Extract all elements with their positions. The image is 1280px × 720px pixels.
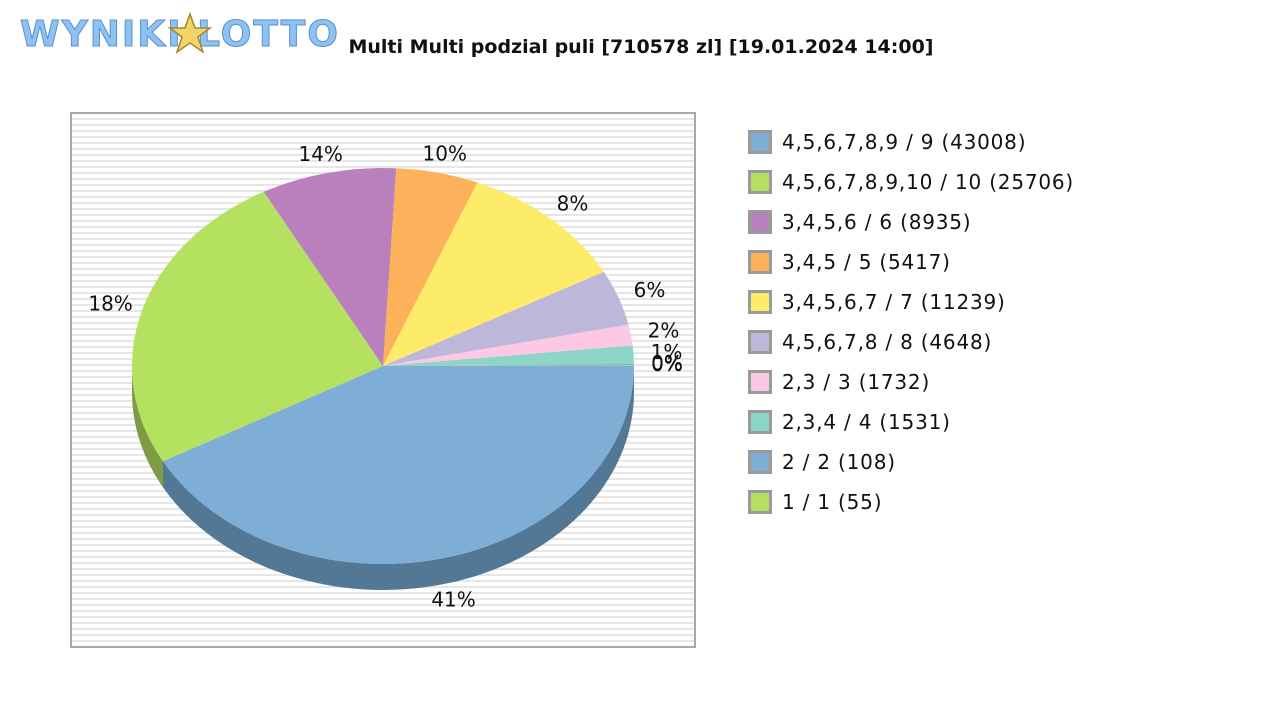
pie-slice-side-0 — [162, 366, 635, 591]
legend-item: 1 / 1 (55) — [748, 482, 1074, 522]
logo: WYNIKI LOTTO — [20, 10, 338, 60]
pie-slice-5 — [383, 271, 629, 366]
pie-slice-side-1 — [132, 366, 163, 488]
legend-item: 4,5,6,7,8,9,10 / 10 (25706) — [748, 162, 1074, 202]
legend-label: 4,5,6,7,8,9,10 / 10 (25706) — [782, 170, 1075, 194]
legend-swatch — [748, 450, 772, 474]
pie-slice-label-9: 0% — [651, 352, 683, 376]
legend-label: 4,5,6,7,8,9 / 9 (43008) — [782, 130, 1027, 154]
legend-label: 2,3 / 3 (1732) — [782, 370, 931, 394]
pie-slice-6 — [383, 324, 633, 366]
legend-label: 1 / 1 (55) — [782, 490, 883, 514]
legend-swatch — [748, 410, 772, 434]
legend-swatch — [748, 210, 772, 234]
legend-label: 3,4,5 / 5 (5417) — [782, 250, 951, 274]
legend-label: 4,5,6,7,8 / 8 (4648) — [782, 330, 993, 354]
legend-item: 4,5,6,7,8,9 / 9 (43008) — [748, 122, 1074, 162]
pie-slice-label-4: 8% — [557, 192, 589, 216]
legend-item: 2,3,4 / 4 (1531) — [748, 402, 1074, 442]
pie-slice-1 — [131, 191, 383, 462]
pie-slice-8 — [383, 364, 634, 366]
pie-chart: 41%18%14% 10%8%6%2%1%0%0% — [88, 142, 683, 612]
pie-slice-2 — [263, 168, 397, 366]
legend-label: 3,4,5,6 / 6 (8935) — [782, 210, 972, 234]
legend-swatch — [748, 490, 772, 514]
legend-swatch — [748, 370, 772, 394]
pie-slice-label-8: 0% — [651, 351, 683, 375]
pie-sides — [132, 366, 635, 591]
legend-swatch — [748, 250, 772, 274]
legend-swatch — [748, 290, 772, 314]
plot-area: 41% 18% 14% 10% 8% 6% 2% 1% 0% 0% — [70, 112, 696, 648]
pie-slice-label-3: 10% — [423, 142, 467, 166]
pie-slice-label-2: 14% — [298, 142, 342, 166]
chart-title: Multi Multi podzial puli [710578 zl] [19… — [348, 36, 934, 58]
pie-slice-3 — [383, 168, 478, 366]
legend-swatch — [748, 170, 772, 194]
pie-slice-label-7: 1% — [651, 340, 683, 364]
pie-slice-label-1: 18% — [88, 291, 132, 315]
pie-slice-4 — [383, 182, 604, 366]
legend-swatch — [748, 330, 772, 354]
legend-item: 2 / 2 (108) — [748, 442, 1074, 482]
legend-item: 3,4,5,6,7 / 7 (11239) — [748, 282, 1074, 322]
pie-slice-label-5: 6% — [634, 278, 666, 302]
pie-slice-9 — [383, 365, 634, 366]
pie-slice-label-6: 2% — [648, 319, 680, 343]
pie-slice-0 — [162, 366, 634, 565]
legend-swatch — [748, 130, 772, 154]
legend-item: 2,3 / 3 (1732) — [748, 362, 1074, 402]
pie-slice-label-0: 41% — [431, 588, 475, 612]
legend-item: 4,5,6,7,8 / 8 (4648) — [748, 322, 1074, 362]
legend-item: 3,4,5,6 / 6 (8935) — [748, 202, 1074, 242]
legend-label: 2 / 2 (108) — [782, 450, 896, 474]
legend: 4,5,6,7,8,9 / 9 (43008) 4,5,6,7,8,9,10 / … — [748, 122, 1074, 522]
legend-item: 3,4,5 / 5 (5417) — [748, 242, 1074, 282]
legend-label: 2,3,4 / 4 (1531) — [782, 410, 951, 434]
pie-slice-7 — [383, 345, 634, 366]
legend-label: 3,4,5,6,7 / 7 (11239) — [782, 290, 1006, 314]
star-icon — [168, 12, 212, 54]
